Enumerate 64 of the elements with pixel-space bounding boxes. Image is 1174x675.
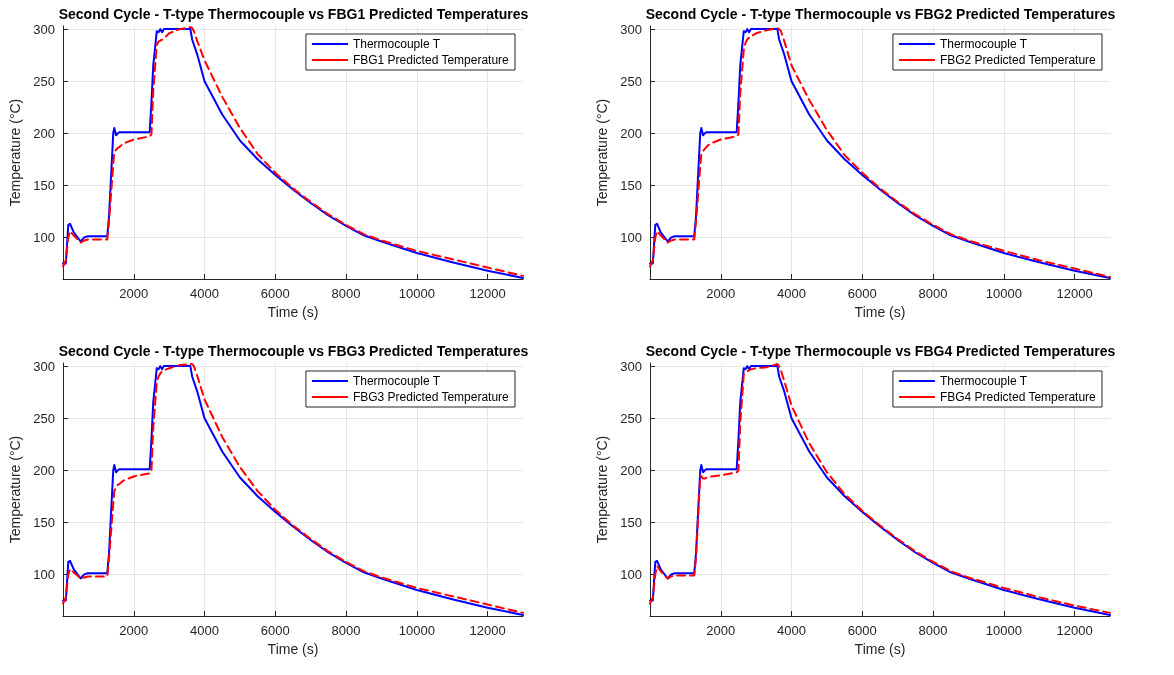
x-tick-label: 10000 [398, 286, 435, 301]
x-tick-label: 6000 [260, 286, 290, 301]
chart-title: Second Cycle - T-type Thermocouple vs FBG3 Predicted Temperatures [58, 343, 529, 359]
x-tick-label: 2000 [119, 623, 149, 638]
x-tick-label: 10000 [985, 623, 1022, 638]
x-tick-label: 8000 [331, 623, 361, 638]
y-tick-label: 300 [620, 21, 642, 37]
y-tick-label: 200 [33, 125, 55, 141]
x-tick-label: 6000 [260, 623, 290, 638]
x-tick-label: 2000 [119, 286, 149, 301]
legend-label: FBG2 Predicted Temperature [939, 53, 1097, 67]
y-tick-label: 200 [620, 462, 642, 478]
x-tick-label: 12000 [1056, 286, 1093, 301]
y-tick-label: 100 [620, 229, 642, 245]
legend-label: FBG3 Predicted Temperature [352, 390, 510, 404]
x-tick-label: 4000 [190, 623, 219, 638]
y-tick-label: 100 [620, 566, 642, 582]
y-axis-title: Temperature (°C) [7, 435, 24, 544]
y-tick-label: 150 [33, 177, 55, 193]
y-tick-label: 150 [33, 514, 55, 530]
y-tick-label: 150 [620, 177, 642, 193]
x-tick-label: 12000 [469, 623, 506, 638]
legend-label: FBG4 Predicted Temperature [939, 390, 1097, 404]
x-axis-title: Time (s) [854, 304, 906, 320]
chart-title: Second Cycle - T-type Thermocouple vs FBG2 Predicted Temperatures [645, 6, 1116, 22]
legend-label: Thermocouple T [939, 374, 1028, 388]
x-tick-label: 10000 [398, 623, 435, 638]
y-axis-title: Temperature (°C) [7, 98, 24, 207]
x-tick-label: 12000 [469, 286, 506, 301]
y-tick-label: 300 [33, 21, 55, 37]
x-tick-label: 8000 [331, 286, 361, 301]
y-tick-label: 250 [33, 410, 55, 426]
y-axis-title: Temperature (°C) [594, 98, 611, 207]
x-tick-label: 6000 [847, 286, 877, 301]
y-tick-label: 100 [33, 566, 55, 582]
y-tick-label: 250 [33, 73, 55, 89]
x-tick-label: 4000 [777, 623, 806, 638]
x-tick-label: 6000 [847, 623, 877, 638]
x-tick-label: 2000 [706, 286, 736, 301]
chart-title: Second Cycle - T-type Thermocouple vs FBG1 Predicted Temperatures [58, 6, 529, 22]
x-tick-label: 4000 [190, 286, 219, 301]
y-tick-label: 150 [620, 514, 642, 530]
y-tick-label: 300 [33, 358, 55, 374]
y-axis-title: Temperature (°C) [594, 435, 611, 544]
x-axis-title: Time (s) [854, 641, 906, 657]
y-tick-label: 200 [33, 462, 55, 478]
legend-label: Thermocouple T [939, 37, 1028, 51]
x-tick-label: 8000 [918, 623, 948, 638]
y-tick-label: 250 [620, 410, 642, 426]
x-tick-label: 2000 [706, 623, 736, 638]
x-tick-label: 12000 [1056, 623, 1093, 638]
chart-title: Second Cycle - T-type Thermocouple vs FBG4 Predicted Temperatures [645, 343, 1116, 359]
x-axis-title: Time (s) [267, 641, 319, 657]
y-tick-label: 250 [620, 73, 642, 89]
x-axis-title: Time (s) [267, 304, 319, 320]
y-tick-label: 100 [33, 229, 55, 245]
x-tick-label: 8000 [918, 286, 948, 301]
y-tick-label: 300 [620, 358, 642, 374]
x-tick-label: 10000 [985, 286, 1022, 301]
legend-label: Thermocouple T [352, 37, 441, 51]
legend-label: FBG1 Predicted Temperature [352, 53, 510, 67]
y-tick-label: 200 [620, 125, 642, 141]
legend-label: Thermocouple T [352, 374, 441, 388]
x-tick-label: 4000 [777, 286, 806, 301]
